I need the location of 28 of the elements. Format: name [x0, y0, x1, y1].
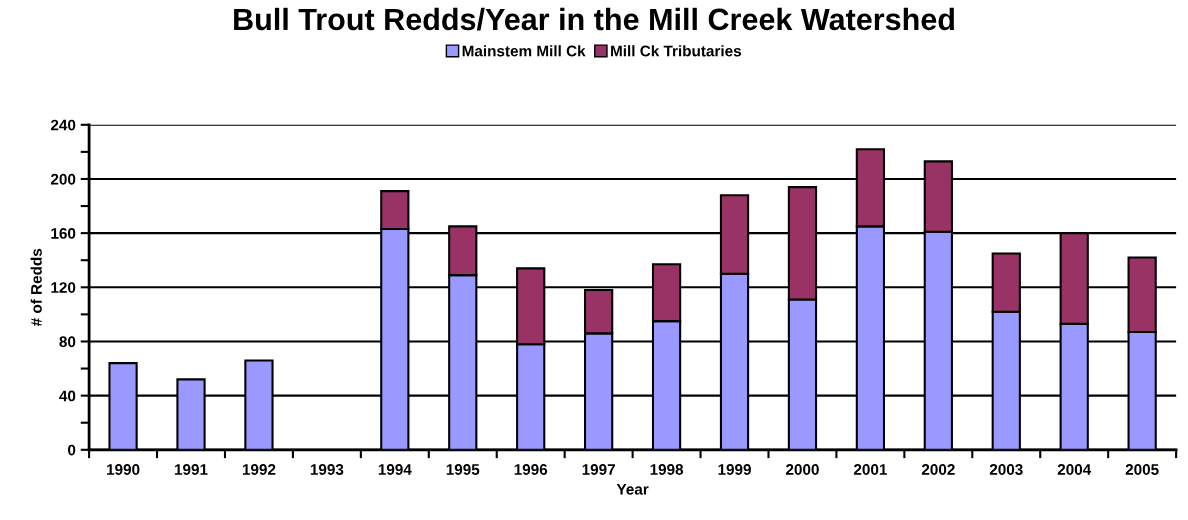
y-tick-label: 240 — [50, 119, 76, 131]
y-axis-title: # of Redds — [30, 248, 42, 327]
x-tick-label: 1993 — [310, 464, 344, 475]
x-tick-label: 1997 — [582, 464, 615, 475]
x-tick-label: 1996 — [514, 464, 548, 475]
x-tick-label: 2000 — [786, 464, 819, 475]
x-tick-label: 1995 — [446, 464, 480, 475]
y-tick-label: 40 — [59, 390, 76, 402]
x-tick-label: 2005 — [1125, 464, 1159, 475]
x-tick-label: 1994 — [378, 464, 412, 475]
y-tick-label: 120 — [51, 282, 76, 293]
x-tick-label: 1992 — [242, 464, 276, 475]
y-tick-label: 80 — [59, 336, 76, 348]
x-axis-title: Year — [616, 484, 649, 495]
legend-label: Mainstem Mill Ck — [462, 45, 586, 57]
x-tick-label: 2004 — [1057, 464, 1092, 475]
y-tick-label: 160 — [51, 228, 76, 239]
legend-label: Mill Ck Tributaries — [611, 45, 742, 57]
x-tick-label: 1991 — [174, 464, 208, 475]
x-tick-label: 2002 — [921, 464, 955, 475]
x-tick-label: 1998 — [650, 464, 684, 475]
chart-title: Bull Trout Redds/Year in the Mill Creek Watershed — [234, 7, 954, 31]
x-tick-label: 1999 — [718, 464, 751, 475]
x-tick-label: 1990 — [107, 464, 140, 475]
y-tick-label: 200 — [50, 173, 76, 185]
x-tick-label: 2001 — [853, 464, 887, 475]
x-tick-label: 2003 — [989, 464, 1023, 475]
y-tick-label: 0 — [68, 444, 76, 456]
